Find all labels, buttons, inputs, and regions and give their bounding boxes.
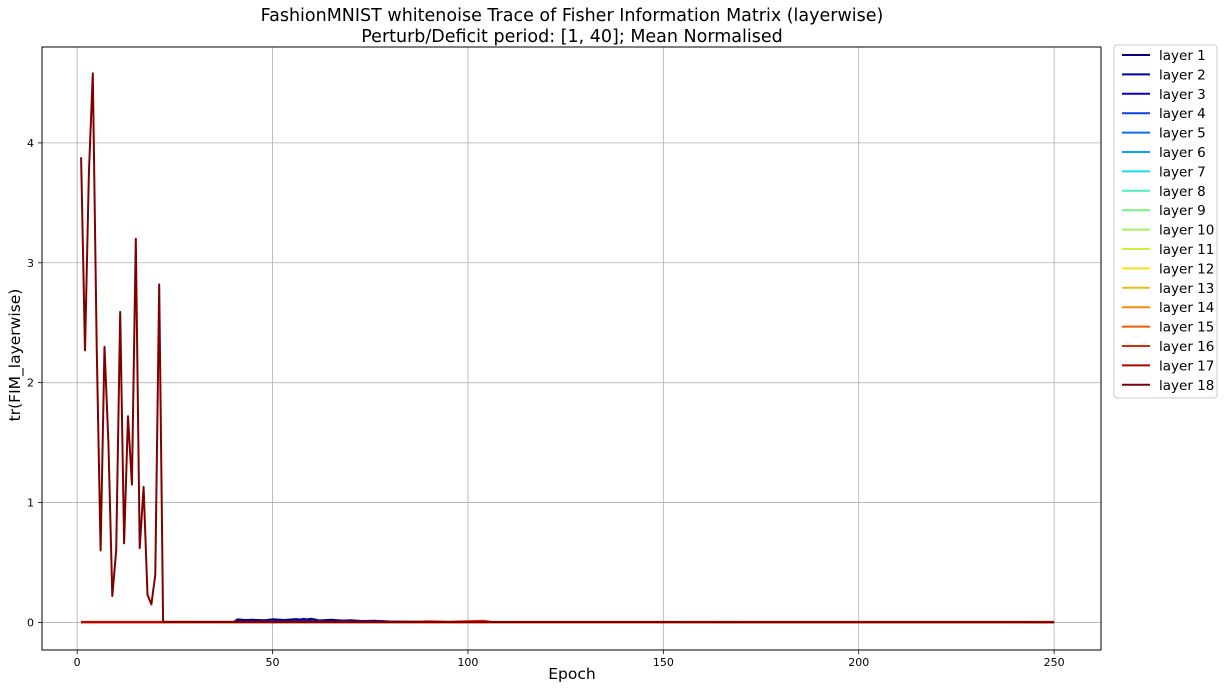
legend-entry-label: layer 12 bbox=[1159, 261, 1214, 277]
x-tick-label: 200 bbox=[848, 656, 869, 669]
plot-frame bbox=[41, 46, 1102, 651]
legend-entry-label: layer 17 bbox=[1159, 358, 1214, 374]
chart-subtitle: Perturb/Deficit period: [1, 40]; Mean No… bbox=[361, 27, 782, 47]
legend-entry-label: layer 11 bbox=[1159, 242, 1214, 258]
legend-entry-label: layer 7 bbox=[1159, 164, 1206, 180]
legend: layer 1 layer 2 layer 3 layer 4 layer 5 layer… bbox=[1113, 44, 1218, 399]
x-tick-label: 150 bbox=[653, 656, 674, 669]
legend-entry-label: layer 8 bbox=[1159, 184, 1206, 200]
legend-entry-label: layer 2 bbox=[1159, 67, 1206, 83]
ticks: 0 50 100 150 200 250 0 1 2 3 4 bbox=[27, 137, 1065, 669]
legend-entry-label: layer 6 bbox=[1159, 145, 1206, 161]
legend-entry-label: layer 3 bbox=[1159, 87, 1206, 103]
legend-entry-label: layer 16 bbox=[1159, 339, 1214, 355]
legend-entry-label: layer 1 bbox=[1159, 48, 1206, 64]
y-axis-label: tr(FIM_layerwise) bbox=[6, 289, 25, 422]
legend-entry-label: layer 10 bbox=[1159, 223, 1214, 239]
legend-entry-label: layer 9 bbox=[1159, 203, 1206, 219]
chart-title: FashionMNIST whitenoise Trace of Fisher … bbox=[261, 6, 884, 26]
legend-entry-label: layer 5 bbox=[1159, 126, 1206, 142]
x-axis-label: Epoch bbox=[548, 665, 595, 683]
x-tick-label: 100 bbox=[457, 656, 478, 669]
y-tick-label: 4 bbox=[27, 137, 34, 150]
legend-entry-label: layer 13 bbox=[1159, 281, 1214, 297]
legend-entry-label: layer 15 bbox=[1159, 320, 1214, 336]
series-group bbox=[80, 72, 1055, 624]
y-tick-label: 2 bbox=[27, 377, 34, 390]
x-tick-label: 250 bbox=[1044, 656, 1065, 669]
legend-entry-label: layer 4 bbox=[1159, 106, 1206, 122]
legend-entry-label: layer 14 bbox=[1159, 300, 1214, 316]
x-tick-label: 50 bbox=[266, 656, 280, 669]
y-tick-label: 3 bbox=[27, 257, 34, 270]
x-tick-label: 0 bbox=[74, 656, 81, 669]
y-tick-label: 1 bbox=[27, 497, 34, 510]
y-tick-label: 0 bbox=[27, 616, 34, 629]
series-line-layer-18 bbox=[80, 72, 1055, 624]
legend-entry-label: layer 18 bbox=[1159, 378, 1214, 394]
